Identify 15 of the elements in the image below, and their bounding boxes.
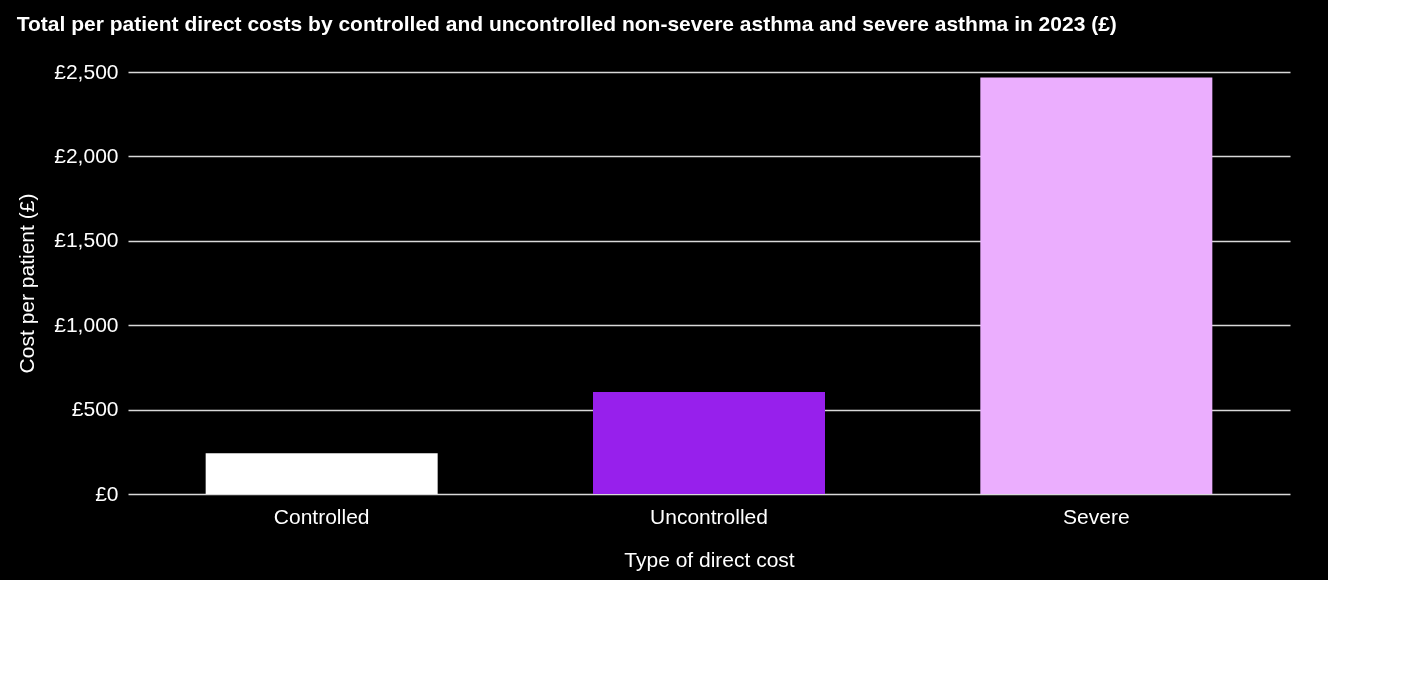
chart-title: Total per patient direct costs by controlled and uncontrolled non-severe asthma and severe asthma in 2023 (£) bbox=[16, 12, 1117, 35]
y-axis-title: Cost per patient (£) bbox=[15, 193, 39, 374]
y-tick-label: £500 bbox=[71, 397, 119, 421]
bar bbox=[593, 392, 825, 494]
y-tick-label: £2,500 bbox=[54, 59, 119, 83]
x-tick-label: Severe bbox=[1063, 504, 1130, 528]
x-tick-label: Uncontrolled bbox=[650, 504, 768, 528]
y-tick-label: £2,000 bbox=[54, 143, 119, 167]
bar bbox=[980, 77, 1213, 494]
y-tick-label: £1,000 bbox=[54, 312, 119, 336]
y-tick-label: £0 bbox=[95, 481, 119, 505]
x-axis-title: Type of direct cost bbox=[624, 547, 795, 571]
x-tick-label: Controlled bbox=[273, 504, 370, 528]
y-tick-label: £1,500 bbox=[54, 228, 119, 252]
bar bbox=[205, 453, 438, 494]
